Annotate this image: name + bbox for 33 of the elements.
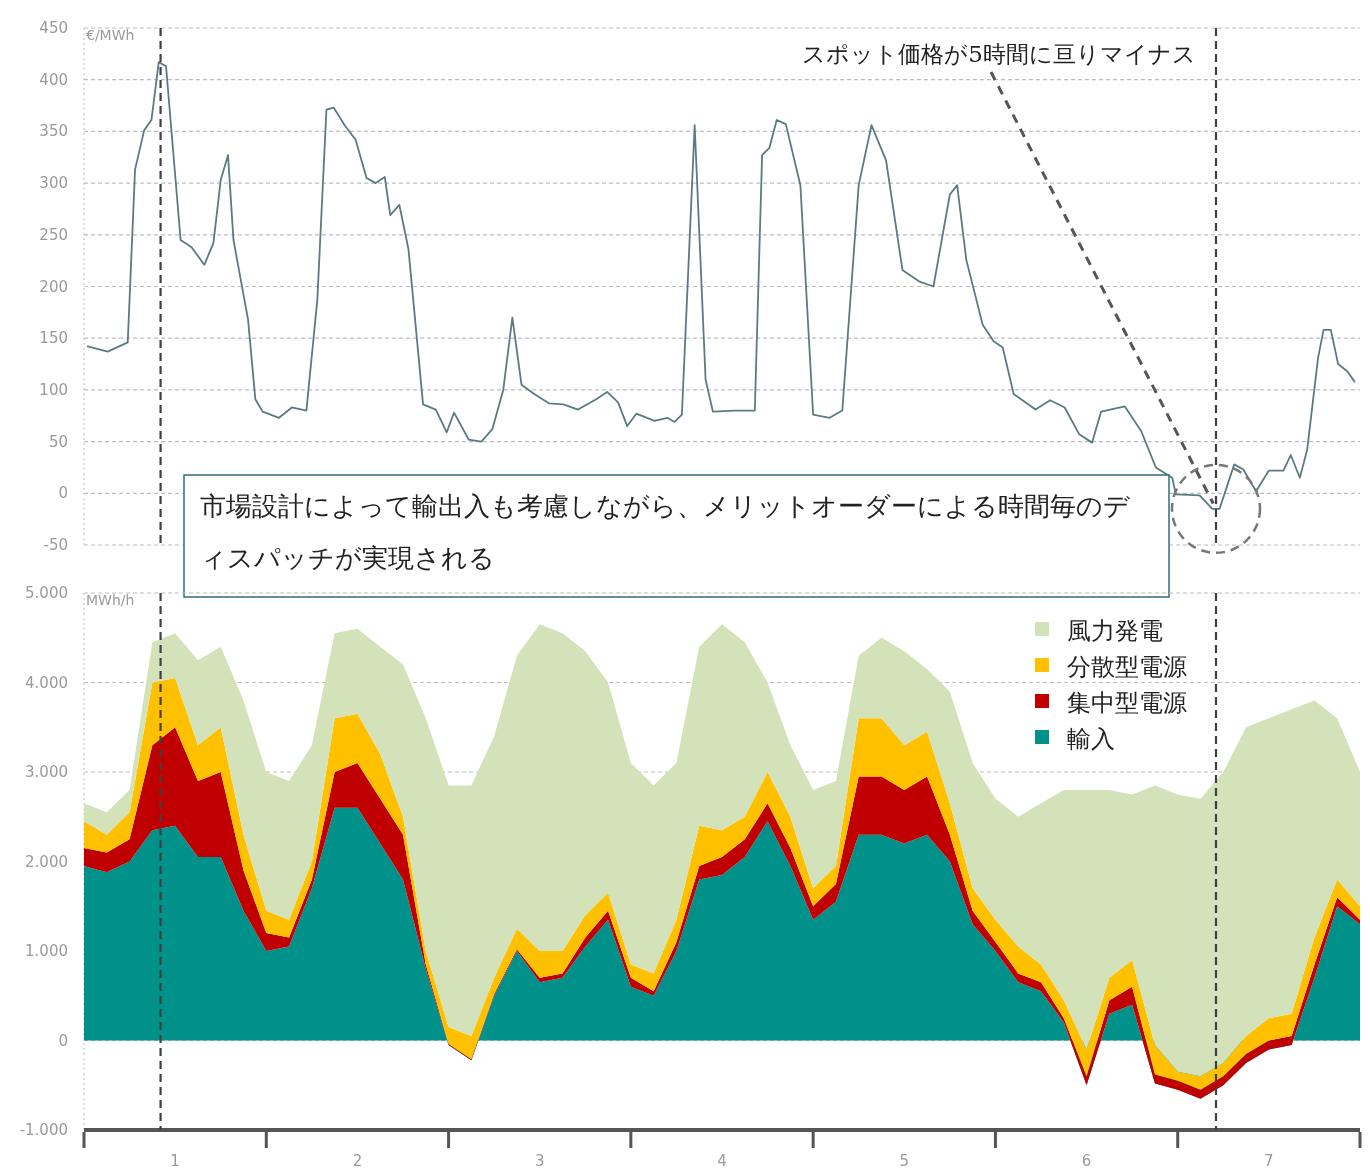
legend-label: 輸入 [1067, 725, 1115, 753]
y-tick-label: 4.000 [25, 673, 68, 692]
y-tick-label: 250 [39, 225, 68, 244]
legend-label: 風力発電 [1067, 617, 1163, 645]
x-tick-label: 4 [717, 1152, 727, 1168]
y-tick-label: 200 [39, 277, 68, 296]
annotation: スポット価格が5時間に亘りマイナス [802, 41, 1196, 67]
y-tick-label: 350 [39, 122, 68, 141]
y-tick-label: 50 [48, 432, 68, 451]
x-tick-label: 7 [1264, 1152, 1274, 1168]
y-tick-label: 450 [39, 19, 68, 37]
y-tick-label: -1.000 [19, 1121, 68, 1139]
y-tick-label: 0 [58, 484, 68, 503]
y-tick-label: 100 [39, 380, 68, 399]
x-tick-label: 1 [170, 1152, 180, 1168]
x-tick-label: 6 [1081, 1152, 1092, 1168]
x-tick-label: 5 [899, 1152, 910, 1168]
legend-label: 分散型電源 [1067, 653, 1187, 681]
y-tick-label: 300 [39, 174, 68, 193]
annotation: 市場設計によって輸出入も考慮しながら、メリットオーダーによる時間毎のディスパッチが実現される [200, 491, 1130, 573]
x-tick-label: 3 [534, 1152, 545, 1168]
y-tick-label: 3.000 [25, 763, 68, 781]
y-tick-label: 2.000 [25, 852, 68, 871]
legend-label: 集中型電源 [1067, 689, 1187, 717]
y-axis-title: €/MWh [86, 27, 135, 44]
y-tick-label: -50 [43, 536, 68, 554]
y-tick-label: 0 [58, 1031, 68, 1050]
x-tick-label: 2 [352, 1152, 363, 1168]
y-tick-label: 5.000 [25, 584, 68, 602]
y-axis-title: MWh/h [86, 592, 135, 609]
y-tick-label: 400 [39, 70, 68, 89]
y-tick-label: 150 [39, 329, 68, 348]
y-tick-label: 1.000 [25, 942, 68, 960]
